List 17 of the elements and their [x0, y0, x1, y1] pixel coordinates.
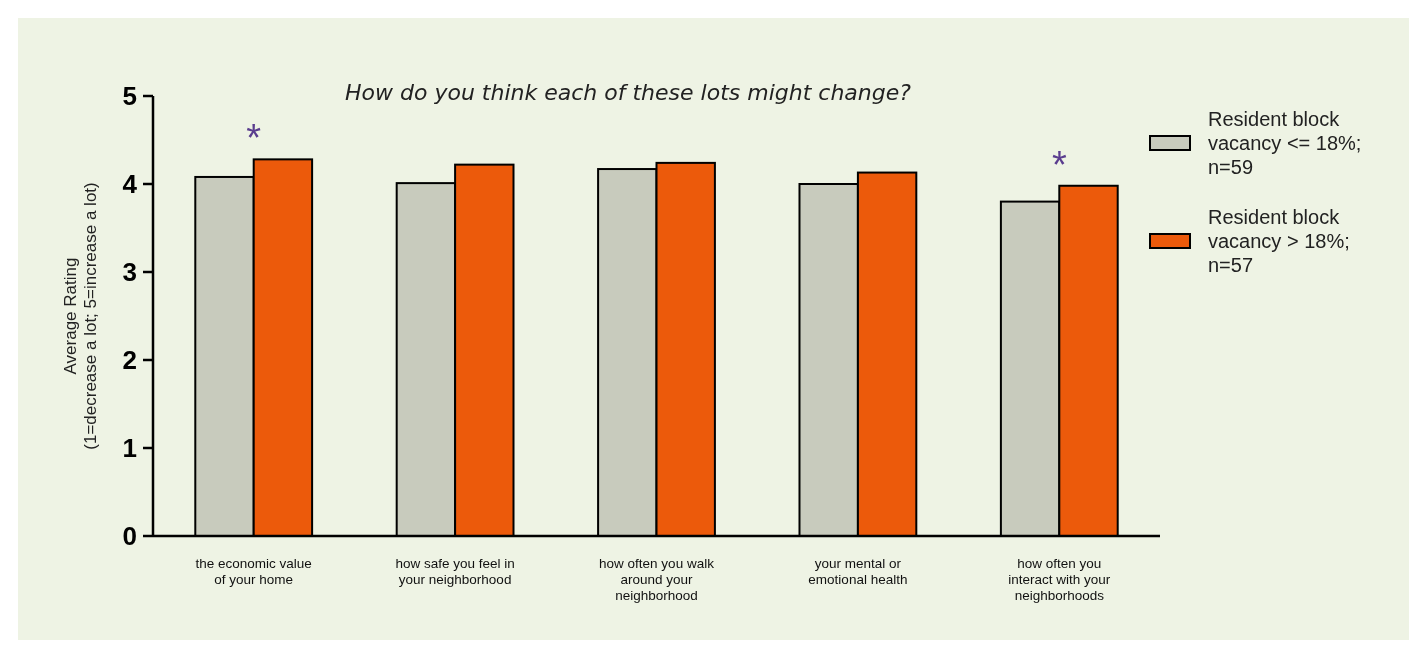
annotation: *	[246, 117, 262, 160]
x-tick-label: your mental or emotional health	[808, 556, 908, 587]
x-tick-label: how safe you feel in your neighborhood	[395, 556, 515, 587]
y-tick-label: 4	[122, 169, 138, 200]
chart-title: How do you think each of these lots might change?	[345, 80, 912, 105]
y-tick-label: 2	[122, 345, 137, 376]
legend-label: Resident block vacancy <= 18%; n=59	[1208, 108, 1362, 178]
annotation: *	[1051, 143, 1067, 186]
x-tick-label: the economic value of your home	[195, 556, 312, 587]
y-tick-label: 0	[122, 521, 137, 552]
y-axis-title: Average Rating (1=decrease a lot; 5=increase a lot)	[61, 182, 100, 450]
x-tick-label: how often you interact with your neighborhoods	[1008, 556, 1111, 603]
x-tick-label: how often you walk around your neighborhood	[599, 556, 715, 603]
legend-label: Resident block vacancy > 18%; n=57	[1208, 206, 1350, 276]
y-tick-label: 5	[122, 81, 137, 112]
y-tick-label: 3	[122, 257, 137, 288]
y-tick-label: 1	[122, 433, 137, 464]
